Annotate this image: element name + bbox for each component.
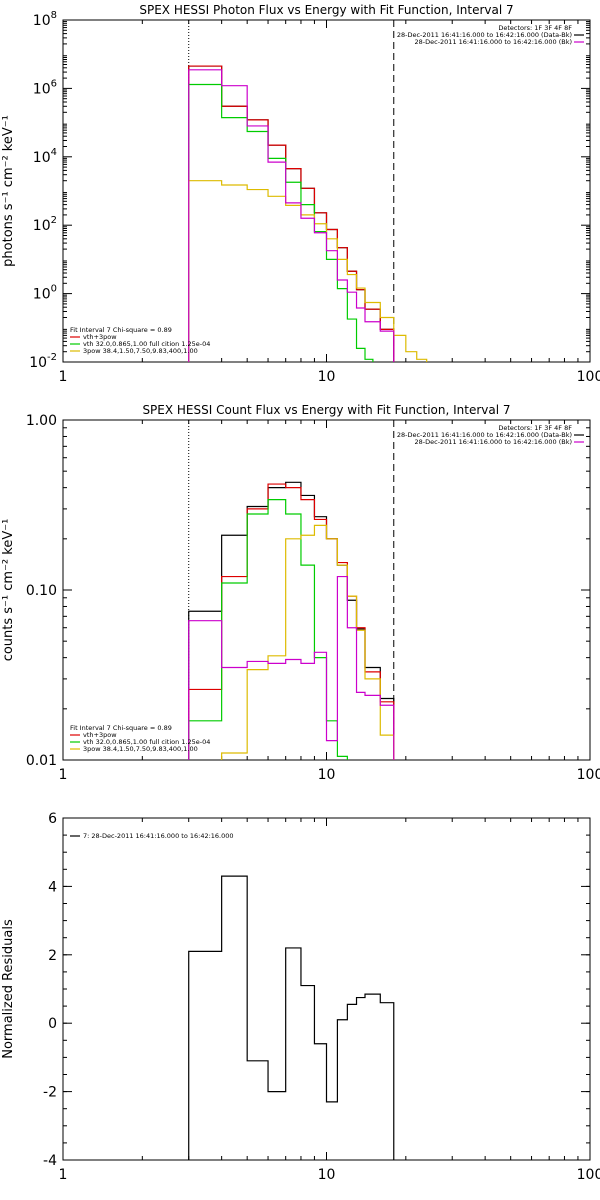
y-tick-label: 0.01 — [26, 753, 57, 769]
legend-entry: 7: 28-Dec-2011 16:41:16.000 to 16:42:16.… — [83, 832, 234, 840]
x-tick-label: 1 — [59, 369, 68, 385]
y-tick-label: 6 — [48, 811, 57, 827]
chart-panel-1: SPEX HESSI Photon Flux vs Energy with Fi… — [1, 3, 600, 385]
x-tick-label: 1 — [59, 767, 68, 783]
y-tick-label: 100 — [33, 284, 57, 303]
legend-entry: vth+3pow — [83, 333, 117, 341]
y-tick-label: 104 — [33, 147, 57, 166]
legend-detectors: Detectors: 1F 3F 4F 8F — [498, 24, 572, 32]
y-tick-label: 4 — [48, 879, 57, 895]
x-tick-label: 1 — [59, 1167, 68, 1183]
series-line-1 — [188, 875, 395, 1160]
y-tick-label: 1.00 — [26, 413, 57, 429]
y-tick-label: 102 — [33, 215, 57, 234]
chart-title: SPEX HESSI Photon Flux vs Energy with Fi… — [139, 3, 513, 17]
legend-fit-info: Fit Interval 7 Chi-square = 0.89 — [70, 326, 172, 334]
y-axis-label: counts s⁻¹ cm⁻² keV⁻¹ — [1, 519, 16, 662]
series-line-5 — [188, 69, 395, 362]
legend-entry: 28-Dec-2011 16:41:16.000 to 16:42:16.000… — [415, 38, 573, 46]
y-tick-label: 0.10 — [26, 583, 57, 599]
series-line-3 — [188, 499, 348, 760]
x-tick-label: 100 — [577, 369, 600, 385]
y-axis-label: photons s⁻¹ cm⁻² keV⁻¹ — [1, 115, 16, 267]
series-line-1 — [188, 65, 395, 362]
y-tick-label: -2 — [43, 1085, 57, 1101]
series-group — [188, 65, 428, 362]
legend-entry: vth+3pow — [83, 731, 117, 739]
x-tick-label: 10 — [318, 1167, 336, 1183]
legend-entry: 28-Dec-2011 16:41:16.000 to 16:42:16.000… — [397, 31, 572, 39]
y-tick-label: 2 — [48, 948, 57, 964]
chart-panel-3: Normalized Residuals 1 10 100 -4 -2 0 2 4 6 7: 28-… — [1, 811, 600, 1183]
plot-frame — [62, 817, 591, 1161]
series-line-5 — [188, 575, 395, 760]
y-tick-label: -4 — [43, 1153, 57, 1169]
series-line-2 — [188, 483, 395, 760]
legend-entry: 28-Dec-2011 16:41:16.000 to 16:42:16.000… — [415, 438, 573, 446]
series-line-4 — [188, 180, 428, 362]
x-tick-label: 10 — [318, 369, 336, 385]
series-line-3 — [188, 83, 374, 362]
y-tick-label: 10-2 — [29, 352, 57, 371]
legend-entry: 3pow 38.4,1.50,7.50,9.83,400,1.00 — [83, 745, 198, 753]
series-group — [188, 875, 395, 1160]
legend-entry: 3pow 38.4,1.50,7.50,9.83,400,1.00 — [83, 347, 198, 355]
series-line-1 — [188, 481, 395, 760]
legend-entry: 28-Dec-2011 16:41:16.000 to 16:42:16.000… — [397, 431, 572, 439]
chart-panel-2: SPEX HESSI Count Flux vs Energy with Fit… — [1, 403, 600, 783]
chart-title: SPEX HESSI Count Flux vs Energy with Fit… — [142, 403, 510, 417]
x-tick-label: 100 — [577, 767, 600, 783]
y-tick-label: 108 — [33, 10, 57, 29]
series-line-4 — [221, 524, 395, 760]
y-axis-label: Normalized Residuals — [1, 919, 16, 1059]
x-tick-label: 100 — [577, 1167, 600, 1183]
y-tick-label: 0 — [48, 1016, 57, 1032]
legend-entry: vth 32.0,0.865,1.00 full cition 1.25e-04 — [83, 738, 210, 746]
legend-fit-info: Fit Interval 7 Chi-square = 0.89 — [70, 724, 172, 732]
x-tick-label: 10 — [318, 767, 336, 783]
series-line-2 — [188, 65, 395, 362]
y-tick-label: 106 — [33, 78, 57, 97]
plot-frame — [62, 19, 591, 363]
series-group — [188, 481, 395, 760]
legend-detectors: Detectors: 1F 3F 4F 8F — [498, 424, 572, 432]
legend-entry: vth 32.0,0.865,1.00 full cition 1.25e-04 — [83, 340, 210, 348]
